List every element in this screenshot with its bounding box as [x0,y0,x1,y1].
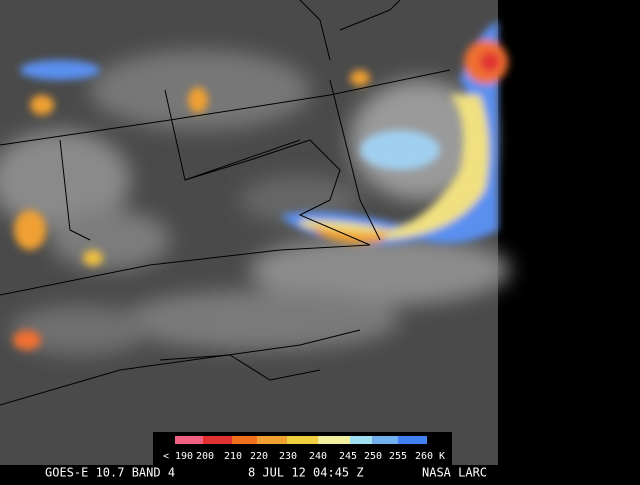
legend-label: < 190 [163,451,193,462]
legend-label: 250 [364,451,382,462]
clouds [0,50,510,355]
legend-label: 260 K [415,451,445,462]
satellite-label: GOES-E 10.7 BAND 4 [45,466,175,480]
legend-label: 245 [339,451,357,462]
legend-label: 255 [389,451,407,462]
boundaries [0,0,451,406]
legend-label: 200 [196,451,214,462]
credit-label: NASA LARC [422,466,487,480]
legend-label: 230 [279,451,297,462]
legend-label: 240 [309,451,327,462]
cold-cloud-tops [13,20,508,350]
footer-bar [0,465,640,480]
legend-labels: < 190 200 210 220 230 240 245 250 255 260 K [163,451,445,462]
color-bar [175,436,427,444]
legend-label: 220 [250,451,268,462]
time-label: 8 JUL 12 04:45 Z [248,466,364,480]
legend-label: 210 [224,451,242,462]
